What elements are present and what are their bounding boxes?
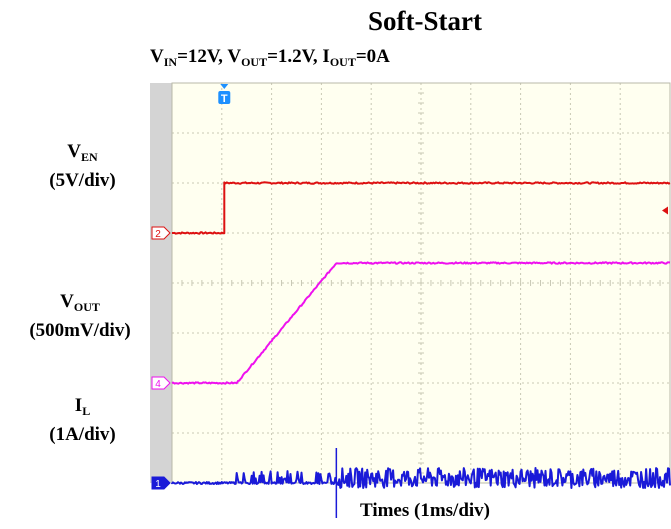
channel-marker-2	[151, 226, 171, 240]
chart-title: Soft-Start	[368, 6, 482, 36]
il-scale: (1A/div)	[49, 424, 116, 445]
label-vout: VOUT (500mV/div)	[10, 290, 150, 343]
subtitle-subscript: OUT	[329, 55, 356, 69]
trigger-level-icon	[662, 206, 668, 215]
trace-vout	[171, 261, 671, 385]
vout-symbol: V	[60, 291, 74, 312]
trigger-marker-box	[218, 91, 231, 104]
channel-marker-4	[151, 376, 171, 390]
ven-sub: EN	[81, 150, 98, 164]
trace-ven	[172, 181, 671, 235]
subtitle-part: V	[150, 46, 164, 67]
trace-il	[171, 467, 671, 489]
channel-marker-1	[151, 476, 171, 490]
subtitle-subscript: IN	[163, 55, 178, 69]
il-sub: L	[82, 404, 91, 418]
trigger-arrow-icon	[220, 84, 229, 89]
subtitle-part: =1.2V, I	[267, 46, 330, 67]
subtitle-part: =0A	[355, 46, 390, 67]
ven-scale: (5V/div)	[49, 170, 116, 191]
subtitle-part: =12V, V	[177, 46, 242, 67]
vout-scale: (500mV/div)	[29, 320, 131, 341]
channel-marker-label: 1	[155, 479, 161, 490]
left-strip	[150, 83, 172, 483]
x-axis-label: Times (1ms/div)	[359, 500, 490, 521]
label-il: IL (1A/div)	[15, 394, 150, 447]
trigger-marker-label: T	[221, 93, 228, 105]
channel-marker-label: 2	[155, 229, 161, 240]
channel-marker-label: 4	[155, 379, 161, 390]
label-ven: VEN (5V/div)	[15, 140, 150, 193]
chart-subtitle: VIN=12V, VOUT=1.2V, IOUT=0A	[150, 46, 390, 70]
ven-symbol: V	[67, 141, 82, 162]
vout-sub: OUT	[73, 300, 100, 314]
subtitle-subscript: OUT	[241, 55, 268, 69]
il-symbol: I	[74, 395, 83, 416]
plot-border	[171, 82, 671, 484]
